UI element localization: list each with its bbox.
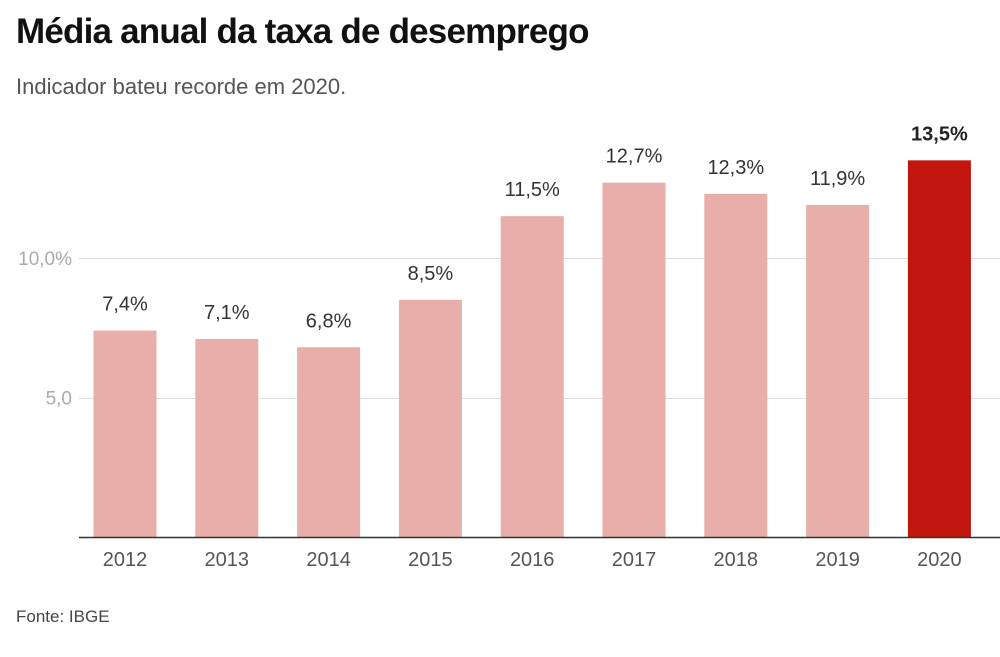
chart-title: Média anual da taxa de desemprego — [16, 12, 589, 51]
x-tick-label-2019: 2019 — [815, 549, 860, 571]
data-label-2012: 7,4% — [102, 294, 148, 316]
chart-subtitle: Indicador bateu recorde em 2020. — [16, 74, 347, 99]
x-tick-label-2016: 2016 — [510, 549, 555, 571]
source-note: Fonte: IBGE — [16, 607, 110, 626]
x-tick-label-2018: 2018 — [714, 549, 759, 571]
x-tick-label-2020: 2020 — [917, 549, 962, 571]
data-label-2016: 11,5% — [505, 179, 560, 201]
bar-2018 — [704, 193, 768, 537]
data-label-2020: 13,5% — [911, 123, 968, 145]
bar-2015 — [398, 299, 462, 537]
bar-2013 — [195, 338, 259, 537]
bar-2019 — [806, 204, 870, 538]
y-tick-label: 5,0 — [46, 389, 72, 410]
data-label-2014: 6,8% — [306, 310, 352, 332]
bar-2020 — [907, 160, 971, 537]
data-label-2018: 12,3% — [707, 157, 764, 179]
y-tick-label: 10,0% — [18, 249, 72, 270]
x-tick-label-2015: 2015 — [408, 549, 453, 571]
data-label-2017: 12,7% — [606, 146, 663, 168]
x-tick-label-2014: 2014 — [306, 549, 351, 571]
bar-2017 — [602, 182, 666, 538]
data-label-2019: 11,9% — [810, 168, 865, 190]
bar-2014 — [297, 347, 361, 537]
x-tick-label-2013: 2013 — [205, 549, 250, 571]
bar-2012 — [93, 330, 157, 537]
x-tick-label-2012: 2012 — [103, 549, 148, 571]
x-tick-label-2017: 2017 — [612, 549, 657, 571]
bar-2016 — [500, 216, 564, 537]
data-label-2015: 8,5% — [408, 263, 454, 285]
data-label-2013: 7,1% — [204, 302, 250, 324]
